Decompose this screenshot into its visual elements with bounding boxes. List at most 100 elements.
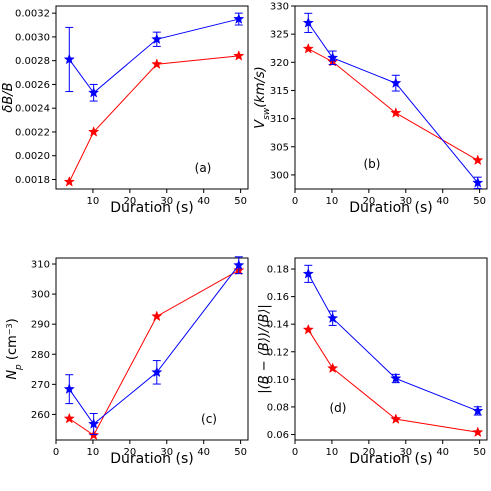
x-axis-label: Duration (s) bbox=[349, 451, 432, 467]
y-tick-label: 0.06 bbox=[267, 430, 289, 441]
data-point-star bbox=[88, 126, 100, 137]
y-tick-label: 310 bbox=[31, 260, 50, 271]
y-tick-label: 330 bbox=[270, 2, 289, 13]
y-tick-label: 0.16 bbox=[267, 292, 289, 303]
series-line-blue bbox=[68, 18, 239, 94]
plot-frame bbox=[55, 5, 249, 190]
x-tick-label: 30 bbox=[160, 447, 173, 458]
x-tick-label: 40 bbox=[436, 447, 449, 458]
data-point-star bbox=[151, 366, 163, 378]
chart-panel-c: 0 10 20 30 40 50 260 270 280 290 300 310 Duration (s… bbox=[5, 256, 249, 467]
plot-frame bbox=[294, 5, 488, 190]
x-axis-label: Duration (s) bbox=[110, 200, 193, 216]
x-tick-label: 10 bbox=[326, 196, 339, 207]
series-line-blue bbox=[68, 264, 240, 425]
plot-frame bbox=[55, 257, 249, 441]
y-tick-label: 0.0026 bbox=[15, 80, 50, 91]
data-point-star bbox=[327, 51, 339, 63]
y-axis-label: Np (cm−3) bbox=[5, 318, 25, 379]
y-tick-label: 0.12 bbox=[267, 347, 289, 358]
data-point-star bbox=[327, 312, 339, 324]
data-point-star bbox=[390, 372, 402, 384]
y-axis-label: |(B − ⟨B⟩)/⟨B⟩| bbox=[257, 304, 272, 393]
data-point-star bbox=[63, 53, 75, 65]
x-tick-label: 50 bbox=[473, 447, 486, 458]
y-tick-label: 310 bbox=[270, 114, 289, 125]
y-tick-label: 0.0028 bbox=[15, 56, 50, 67]
data-point-star bbox=[151, 58, 163, 70]
x-tick-label: 50 bbox=[473, 196, 486, 207]
data-point-star bbox=[233, 13, 245, 24]
y-tick-label: 300 bbox=[31, 290, 50, 301]
data-point-star bbox=[302, 16, 314, 28]
data-point-star bbox=[472, 404, 484, 416]
x-tick-label: 0 bbox=[292, 196, 298, 207]
data-point-star bbox=[302, 267, 314, 279]
y-tick-label: 290 bbox=[31, 320, 50, 331]
x-axis-label: Duration (s) bbox=[349, 200, 432, 216]
data-point-star bbox=[63, 412, 75, 424]
series-line-red bbox=[69, 269, 240, 436]
x-tick-label: 50 bbox=[234, 447, 247, 458]
panel-annotation: (d) bbox=[330, 401, 347, 415]
x-axis-label: Duration (s) bbox=[110, 451, 193, 467]
data-point-star bbox=[472, 154, 484, 166]
y-axis-label: Vsw(km/s) bbox=[253, 66, 272, 128]
data-point-star bbox=[233, 49, 245, 61]
y-tick-label: 260 bbox=[31, 410, 50, 421]
x-tick-label: 10 bbox=[326, 447, 339, 458]
panel-annotation: (a) bbox=[195, 161, 212, 175]
x-tick-label: 30 bbox=[399, 196, 412, 207]
series-line-blue bbox=[307, 22, 479, 184]
chart-panel-b: 0 10 20 30 40 50 300 305 310 315 320 325 330 Duration… bbox=[253, 2, 488, 216]
x-tick-label: 10 bbox=[87, 447, 100, 458]
y-tick-label: 0.10 bbox=[267, 375, 289, 386]
y-tick-label: 325 bbox=[270, 30, 289, 41]
x-tick-label: 10 bbox=[87, 196, 100, 207]
data-point-star bbox=[302, 42, 314, 54]
x-tick-label: 0 bbox=[53, 447, 59, 458]
y-tick-label: 320 bbox=[270, 58, 289, 69]
data-point-star bbox=[63, 175, 75, 187]
x-tick-label: 0 bbox=[292, 447, 298, 458]
chart-panel-d: 0 10 20 30 40 50 0.06 0.08 0.10 0.12 0.14 0.16 0.18 D… bbox=[257, 257, 488, 467]
series-line-red bbox=[307, 329, 478, 433]
plot-frame bbox=[294, 257, 488, 441]
y-tick-label: 305 bbox=[270, 142, 289, 153]
y-tick-label: 0.0030 bbox=[15, 32, 50, 43]
data-point-star bbox=[63, 383, 75, 394]
x-tick-label: 40 bbox=[197, 196, 210, 207]
series-line-blue bbox=[307, 273, 478, 412]
y-tick-label: 270 bbox=[31, 380, 50, 391]
y-axis-label: δB/B bbox=[1, 82, 16, 112]
x-tick-label: 40 bbox=[436, 196, 449, 207]
y-tick-label: 0.0024 bbox=[15, 104, 50, 115]
x-tick-label: 20 bbox=[362, 196, 375, 207]
x-tick-label: 20 bbox=[123, 447, 136, 458]
series-line-red bbox=[68, 55, 239, 183]
data-point-star bbox=[390, 413, 402, 424]
data-point-star bbox=[390, 107, 402, 118]
y-tick-label: 0.18 bbox=[267, 265, 289, 276]
data-point-star bbox=[151, 310, 163, 322]
x-tick-label: 40 bbox=[197, 447, 210, 458]
data-point-star bbox=[472, 176, 484, 188]
x-tick-label: 20 bbox=[123, 196, 136, 207]
y-tick-label: 0.0022 bbox=[15, 127, 50, 138]
data-point-star bbox=[88, 86, 100, 98]
data-point-star bbox=[390, 77, 402, 88]
y-tick-label: 0.0020 bbox=[15, 151, 50, 162]
x-tick-label: 30 bbox=[399, 447, 412, 458]
data-point-star bbox=[327, 362, 339, 374]
data-point-star bbox=[151, 33, 163, 45]
data-point-star bbox=[233, 259, 245, 271]
chart-panel-a: 10 20 30 40 50 0.0018 0.0020 0.0022 0.0024 0.0026… bbox=[1, 5, 249, 216]
y-tick-label: 0.08 bbox=[267, 402, 289, 413]
series-line-red bbox=[308, 48, 479, 161]
y-tick-label: 0.14 bbox=[267, 320, 289, 331]
y-tick-label: 0.0032 bbox=[15, 9, 50, 20]
x-tick-label: 30 bbox=[160, 196, 173, 207]
data-point-star bbox=[472, 426, 484, 438]
y-tick-label: 300 bbox=[270, 170, 289, 181]
